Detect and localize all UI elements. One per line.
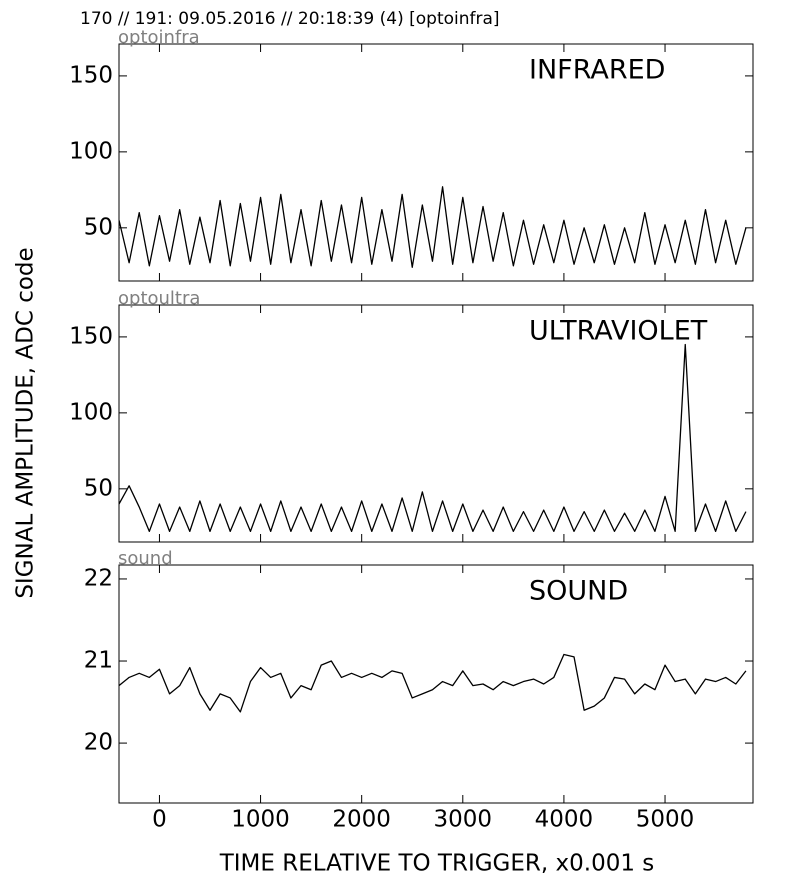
y-tick-label: 22 <box>84 565 113 591</box>
signal-line <box>119 653 747 713</box>
panel-title: SOUND <box>529 576 628 607</box>
y-tick-label: 50 <box>84 214 113 240</box>
panel-subtitle: optoultra <box>118 288 200 309</box>
plot-frame <box>118 304 754 543</box>
panel-title: INFRARED <box>529 55 665 86</box>
x-axis-label: TIME RELATIVE TO TRIGGER, x0.001 s <box>219 851 655 877</box>
figure-header: 170 // 191: 09.05.2016 // 20:18:39 (4) [… <box>80 9 500 29</box>
y-tick-label: 100 <box>69 138 113 164</box>
x-tick-label: 4000 <box>535 807 594 833</box>
x-tick-label: 3000 <box>434 807 493 833</box>
panel-subtitle: sound <box>118 548 173 569</box>
x-tick-label: 1000 <box>231 807 290 833</box>
y-tick-label: 50 <box>84 475 113 501</box>
signal-line <box>119 343 747 533</box>
y-tick-label: 20 <box>84 730 113 756</box>
panel-title: ULTRAVIOLET <box>529 316 708 347</box>
signal-line <box>119 186 747 268</box>
x-tick-label: 0 <box>152 807 167 833</box>
y-tick-label: 150 <box>69 323 113 349</box>
y-tick-label: 21 <box>84 648 113 674</box>
x-tick-label: 2000 <box>332 807 391 833</box>
x-tick-label: 5000 <box>636 807 695 833</box>
panel-subtitle: optoinfra <box>118 27 200 48</box>
y-axis-label: SIGNAL AMPLITUDE, ADC code <box>13 247 39 598</box>
y-tick-label: 150 <box>69 62 113 88</box>
y-tick-label: 100 <box>69 399 113 425</box>
plot-frame <box>118 564 754 804</box>
plot-frame <box>118 43 754 282</box>
